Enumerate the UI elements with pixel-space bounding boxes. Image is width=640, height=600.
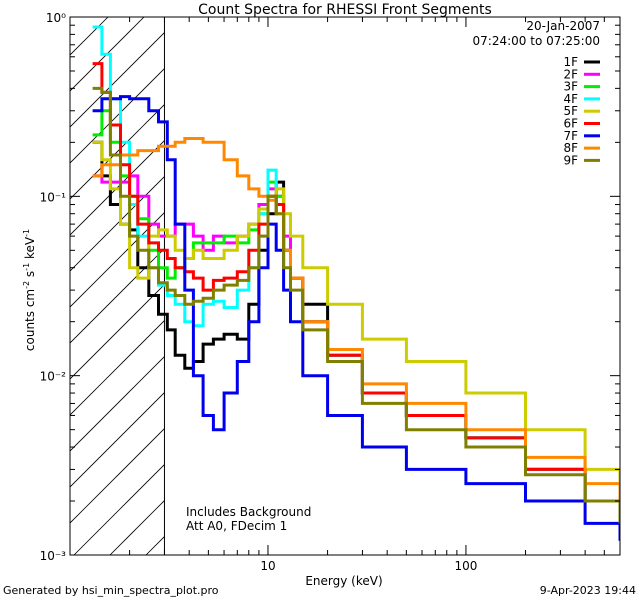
hatch-line <box>362 0 640 555</box>
hatch-line <box>326 0 640 555</box>
legend-label-6F: 6F <box>563 117 578 131</box>
legend-label-7F: 7F <box>563 129 578 143</box>
y-axis-label: counts cm-2 s-1 keV-1 <box>22 229 37 351</box>
attenuated-hatch-region <box>70 0 640 555</box>
series-line-6F <box>92 62 620 524</box>
annotation-background: Includes Background <box>186 505 311 519</box>
footer-generated-by: Generated by hsi_min_spectra_plot.pro <box>3 584 219 597</box>
legend-label-3F: 3F <box>563 80 578 94</box>
hatch-line <box>109 499 165 555</box>
y-tick-label: 10⁻² <box>40 370 67 384</box>
hatch-line <box>398 0 640 555</box>
hatch-line <box>70 31 165 128</box>
legend-label-8F: 8F <box>563 141 578 155</box>
series-line-3F <box>92 109 620 524</box>
x-tick-label: 100 <box>454 559 477 573</box>
legend-label-1F: 1F <box>563 55 578 69</box>
chart-time-range: 07:24:00 to 07:25:00 <box>473 34 600 48</box>
legend-label-9F: 9F <box>563 153 578 167</box>
series-line-8F <box>92 137 620 501</box>
plot-frame <box>69 16 621 556</box>
hatch-line <box>578 0 640 555</box>
axis-ticks: 10 100 10⁰ 10⁻¹ 10⁻² 10⁻³ <box>40 11 621 573</box>
hatch-line <box>470 0 640 555</box>
series-line-1F <box>92 140 620 524</box>
chart-date: 20-Jan-2007 <box>526 19 600 33</box>
chart-title: Count Spectra for RHESSI Front Segments <box>198 2 492 18</box>
hatch-line <box>70 211 165 308</box>
hatch-line <box>542 0 640 555</box>
series-group <box>92 25 620 541</box>
footer-timestamp: 9-Apr-2023 19:44 <box>540 584 636 597</box>
y-tick-label: 10⁻³ <box>40 549 67 563</box>
hatch-line <box>70 319 165 416</box>
series-line-9F <box>92 86 620 524</box>
hatch-line <box>70 427 165 524</box>
annotation-attenuator: Att A0, FDecim 1 <box>186 519 287 533</box>
series-line-5F <box>92 140 620 501</box>
series-line-4F <box>92 25 620 524</box>
x-axis-label: Energy (keV) <box>305 574 382 588</box>
legend-label-4F: 4F <box>563 92 578 106</box>
series-line-7F <box>92 95 620 541</box>
hatch-line <box>70 391 165 488</box>
hatch-line <box>254 0 640 555</box>
hatch-line <box>70 175 165 272</box>
x-tick-label: 10 <box>260 559 275 573</box>
legend-label-5F: 5F <box>563 104 578 118</box>
hatch-line <box>70 283 165 380</box>
y-tick-label: 10⁻¹ <box>40 190 67 204</box>
legend-label-2F: 2F <box>563 67 578 81</box>
y-tick-label: 10⁰ <box>46 11 66 25</box>
hatch-line <box>614 0 640 555</box>
